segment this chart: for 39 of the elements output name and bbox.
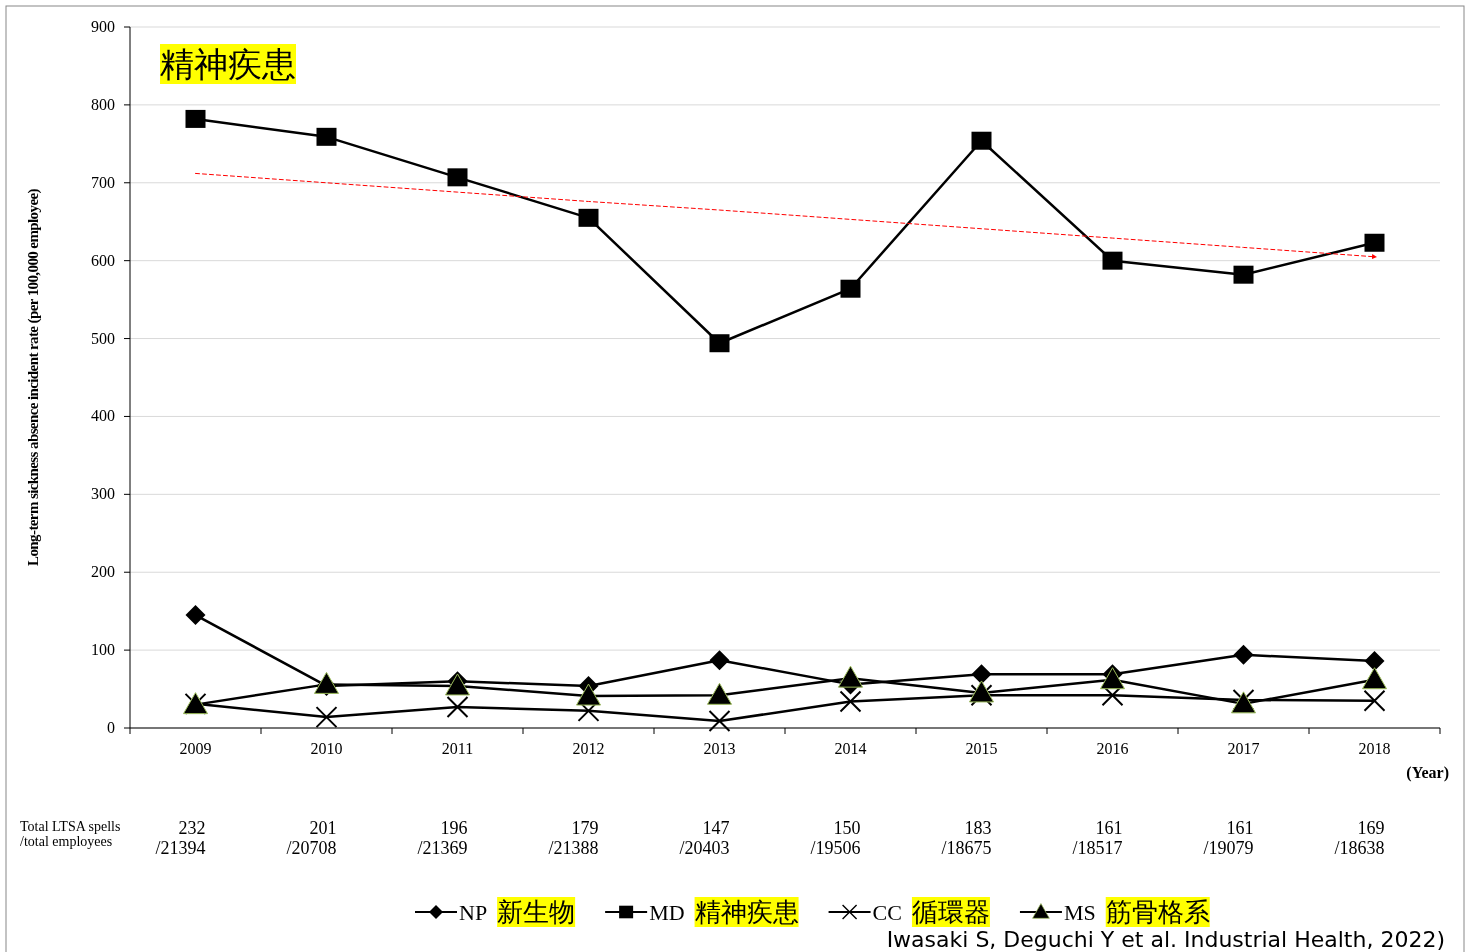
y-tick-label: 200 [91,563,115,581]
text: 196 /21369 [417,818,468,858]
y-axis-title: Long-term sickness absence incident rate (per 100,000 employee) [25,188,42,566]
text: Total LTSA spells /total employees [20,819,121,850]
text: 179 /21388 [548,818,599,858]
y-tick-label: 900 [91,18,115,35]
text: 232 /21394 [155,818,206,858]
x-tick-label: 2011 [441,740,474,757]
x-tick-label: 2016 [1096,740,1129,757]
y-tick-label: 100 [91,641,115,659]
x-tick-label: 2010 [310,740,343,757]
legend-label: MS 筋骨格系 [1063,897,1210,927]
x-tick-label: 2014 [834,740,867,757]
legend-label: MD 精神疾患 [649,897,799,927]
y-tick-label: 300 [91,485,115,503]
y-tick-label: 700 [91,173,115,191]
text: 147 /20403 [679,818,730,858]
y-tick-label: 800 [91,95,115,113]
y-tick-label: 0 [107,719,115,736]
text: 183 /18675 [941,818,992,858]
legend-label: NP 新生物 [459,897,576,927]
text: 161 /19079 [1203,818,1254,858]
x-tick-label: 2017 [1227,740,1260,757]
x-tick-label: 2009 [179,740,212,757]
legend-label: CC 循環器 [872,897,990,927]
text: 161 /18517 [1072,818,1123,858]
y-tick-label: 600 [91,251,115,269]
x-tick-label: 2013 [703,740,736,757]
x-axis-title: (Year) [1406,764,1449,782]
text: 150 /19506 [810,818,861,858]
text: 201 /20708 [286,818,337,858]
y-tick-label: 400 [91,407,115,425]
x-tick-label: 2018 [1358,740,1391,757]
text: 169 /18638 [1334,818,1385,858]
x-tick-label: 2015 [965,740,998,757]
y-tick-label: 500 [91,329,115,347]
x-tick-label: 2012 [572,740,605,757]
text: Iwasaki S, Deguchi Y et al. Industrial Health, 2022) [886,927,1445,952]
text: 精神疾患 [160,44,296,84]
